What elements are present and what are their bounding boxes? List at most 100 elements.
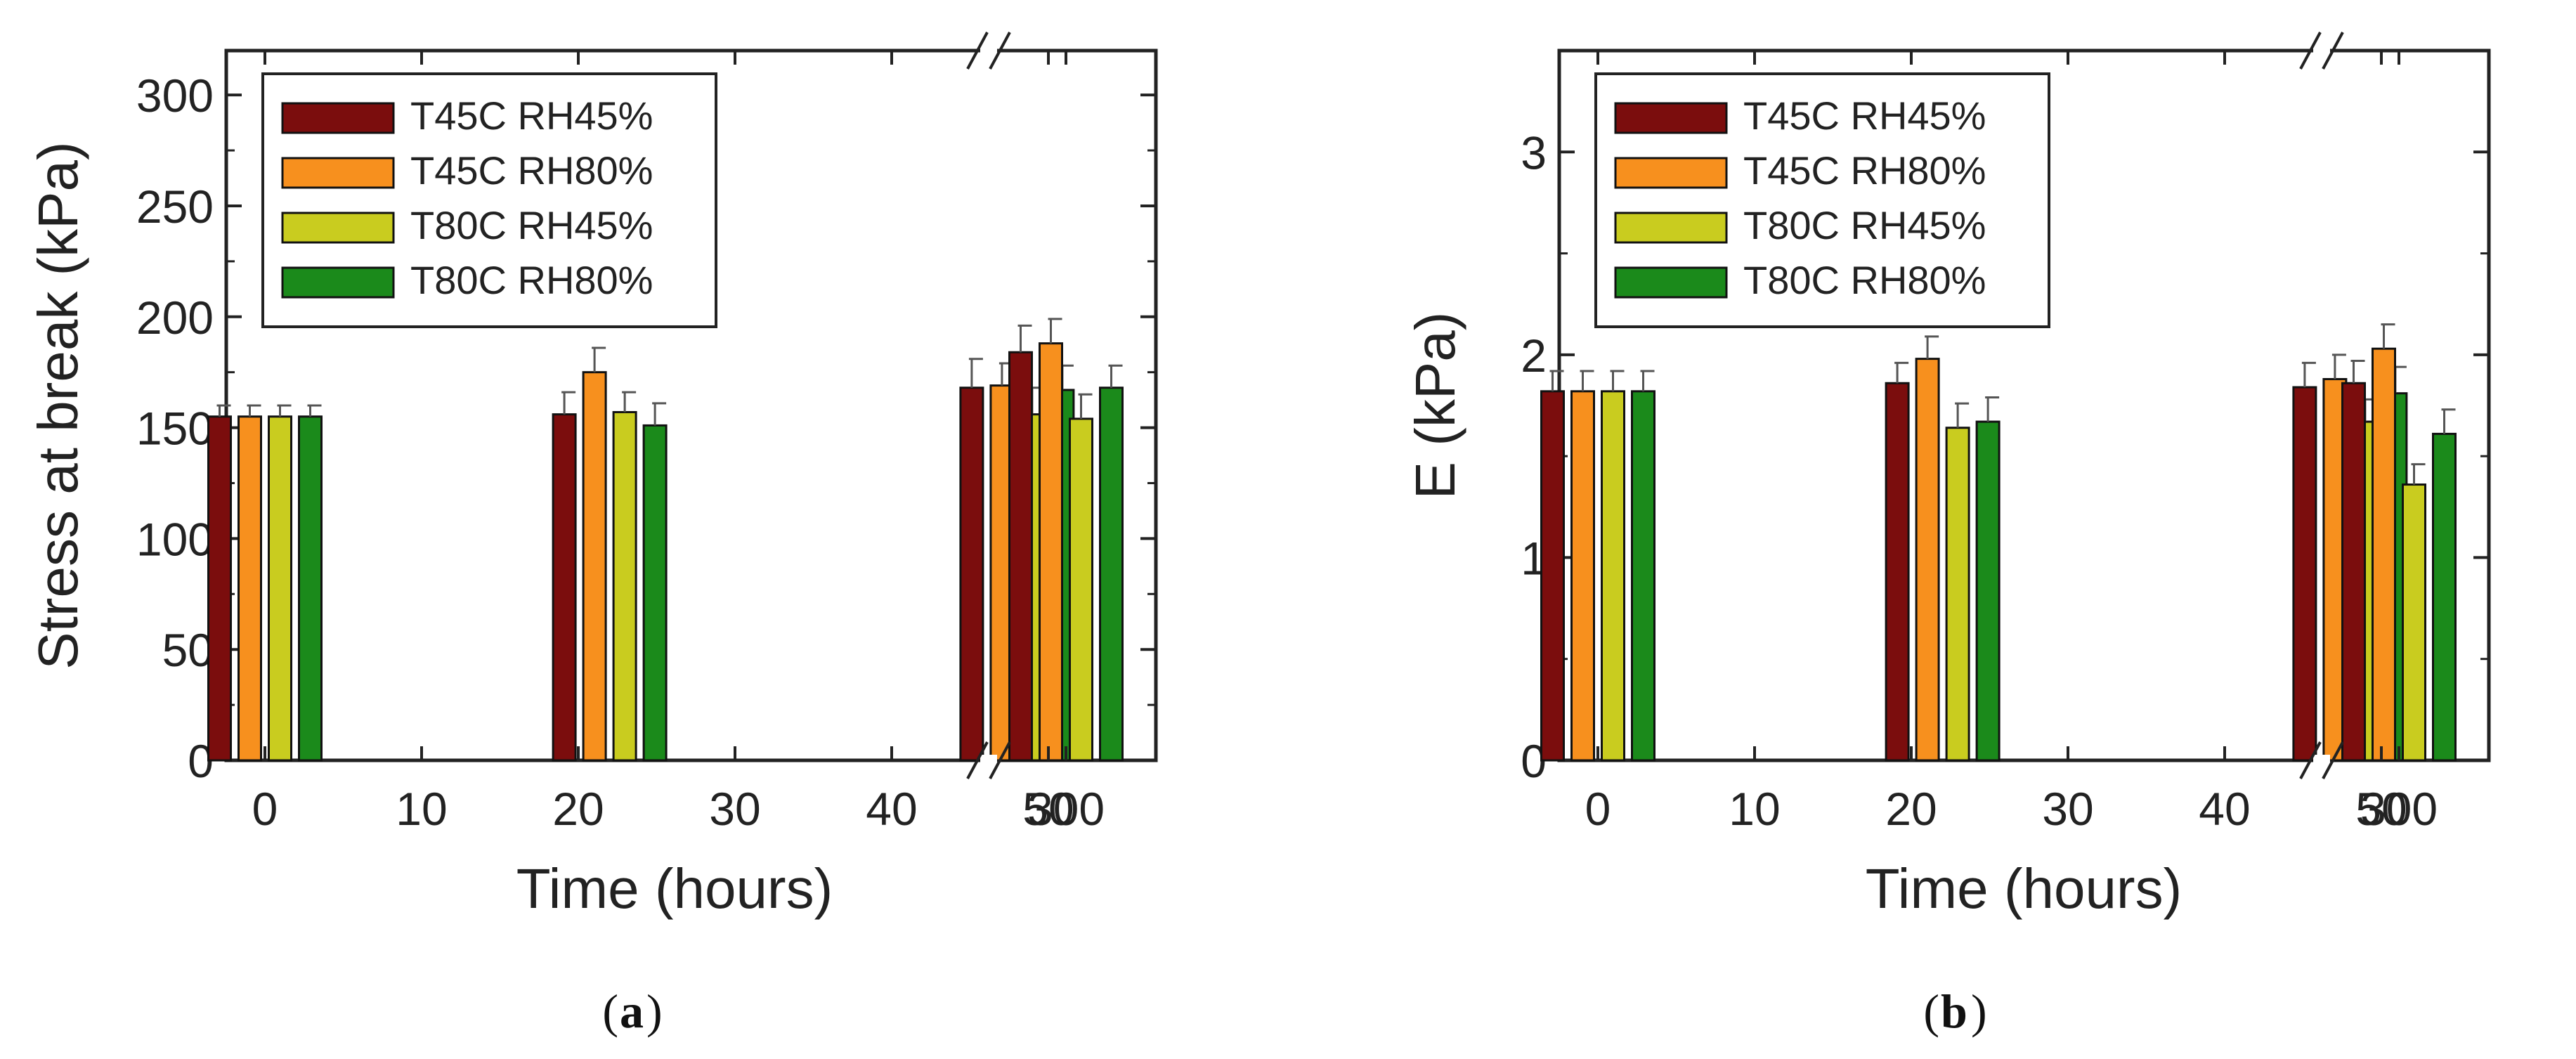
y-tick-label: 50 [162, 624, 214, 676]
axis-break-slash [989, 741, 1011, 779]
x-tick-label: 0 [252, 783, 278, 835]
x-tick-label: 40 [866, 783, 917, 835]
axis-break-slash [2322, 32, 2344, 70]
y-tick-label: 250 [136, 181, 214, 233]
bars-b [1540, 323, 2457, 762]
y-tick-label: 100 [136, 513, 214, 565]
axis-break-gap [980, 755, 997, 766]
bar [2372, 347, 2396, 762]
legend-swatch [1614, 102, 1728, 134]
legend-swatch [281, 102, 395, 134]
y-tick-label: 300 [136, 70, 214, 122]
bar [1099, 386, 1124, 762]
axis-break-slash [2299, 741, 2322, 779]
svg-text:): ) [1971, 985, 1987, 1038]
axis-break-b [2299, 32, 2344, 779]
y-tick-label: 150 [136, 403, 214, 455]
legend-a: T45C RH45% T45C RH80% T80C RH45% T80C RH80% [261, 72, 717, 328]
bar [2432, 432, 2457, 762]
legend-swatch [1614, 212, 1728, 244]
x-tick-label: 40 [2199, 783, 2250, 835]
legend-b: T45C RH45% T45C RH80% T80C RH45% T80C RH80% [1594, 72, 2050, 328]
x-tick-label: 0 [1585, 783, 1611, 835]
bar [552, 413, 577, 762]
axis-break-slash [2322, 741, 2344, 779]
bar [207, 415, 232, 762]
bars-a [207, 318, 1124, 762]
legend-swatch [281, 157, 395, 189]
axis-break-slash [966, 741, 989, 779]
bar [582, 371, 607, 762]
legend-swatch [281, 212, 395, 244]
bar [2292, 386, 2317, 762]
legend-label: T45C RH45% [1743, 93, 1986, 138]
y-tick-label: 2 [1521, 330, 1547, 382]
legend-label: T80C RH45% [1743, 203, 1986, 247]
legend-label: T45C RH45% [410, 93, 653, 138]
x-tick-label: 20 [1885, 783, 1937, 835]
axis-break-gap [980, 45, 997, 56]
legend-swatch [1614, 266, 1728, 299]
panel-letter-b: b [1941, 985, 1967, 1038]
axis-break-gap [2313, 755, 2330, 766]
x-tick-label: 50 [1022, 783, 1074, 835]
bar [1570, 390, 1595, 762]
legend-label: T45C RH80% [410, 148, 653, 193]
bar [1008, 351, 1033, 762]
x-tick-label: 20 [552, 783, 604, 835]
bar [298, 415, 323, 762]
bar [268, 415, 292, 762]
y-axis-title-b: E (kPa) [1404, 312, 1466, 500]
x-axis-title-a: Time (hours) [516, 857, 833, 920]
axis-break-a [966, 32, 1011, 779]
axis-break-slash [989, 32, 1011, 70]
legend-label: T80C RH80% [1743, 258, 1986, 302]
bar [2402, 483, 2426, 762]
axis-break-slash [966, 32, 989, 70]
bar [1069, 417, 1093, 762]
legend-label: T45C RH80% [1743, 148, 1986, 193]
svg-text:(: ( [602, 985, 618, 1038]
y-tick-label: 200 [136, 292, 214, 344]
bar [642, 424, 668, 762]
panel-letter-a: a [620, 985, 644, 1038]
axis-break-gap [2313, 45, 2330, 56]
svg-text:(: ( [1923, 985, 1939, 1038]
x-tick-label: 300 [2360, 783, 2438, 835]
x-tick-label: 30 [2042, 783, 2093, 835]
bar [612, 410, 637, 762]
y-axis-title-a: Stress at break (kPa) [27, 141, 89, 669]
panel-label-b: ( b ) [1923, 985, 1986, 1038]
y-tick-label: 3 [1521, 126, 1547, 178]
axis-break-slash [2299, 32, 2322, 70]
bar [1601, 390, 1625, 762]
bar [2341, 382, 2366, 762]
bar [238, 415, 262, 762]
bar [1540, 390, 1565, 762]
x-tick-label: 30 [709, 783, 760, 835]
x-tick-label: 10 [1729, 783, 1780, 835]
x-tick-label: 300 [1027, 783, 1105, 835]
svg-text:): ) [646, 985, 663, 1038]
bar [1945, 427, 1970, 762]
bar [1915, 358, 1940, 762]
bar [1039, 342, 1063, 762]
x-tick-label: 50 [2355, 783, 2407, 835]
bar [959, 386, 984, 762]
panel-label-a: ( a ) [602, 985, 662, 1038]
bar [1885, 382, 1910, 762]
bar [1631, 390, 1655, 762]
legend-label: T80C RH45% [410, 203, 653, 247]
bar [1975, 420, 2001, 762]
legend-label: T80C RH80% [410, 258, 653, 302]
x-tick-label: 10 [396, 783, 447, 835]
legend-swatch [1614, 157, 1728, 189]
x-axis-title-b: Time (hours) [1866, 857, 2182, 920]
legend-swatch [281, 266, 395, 299]
